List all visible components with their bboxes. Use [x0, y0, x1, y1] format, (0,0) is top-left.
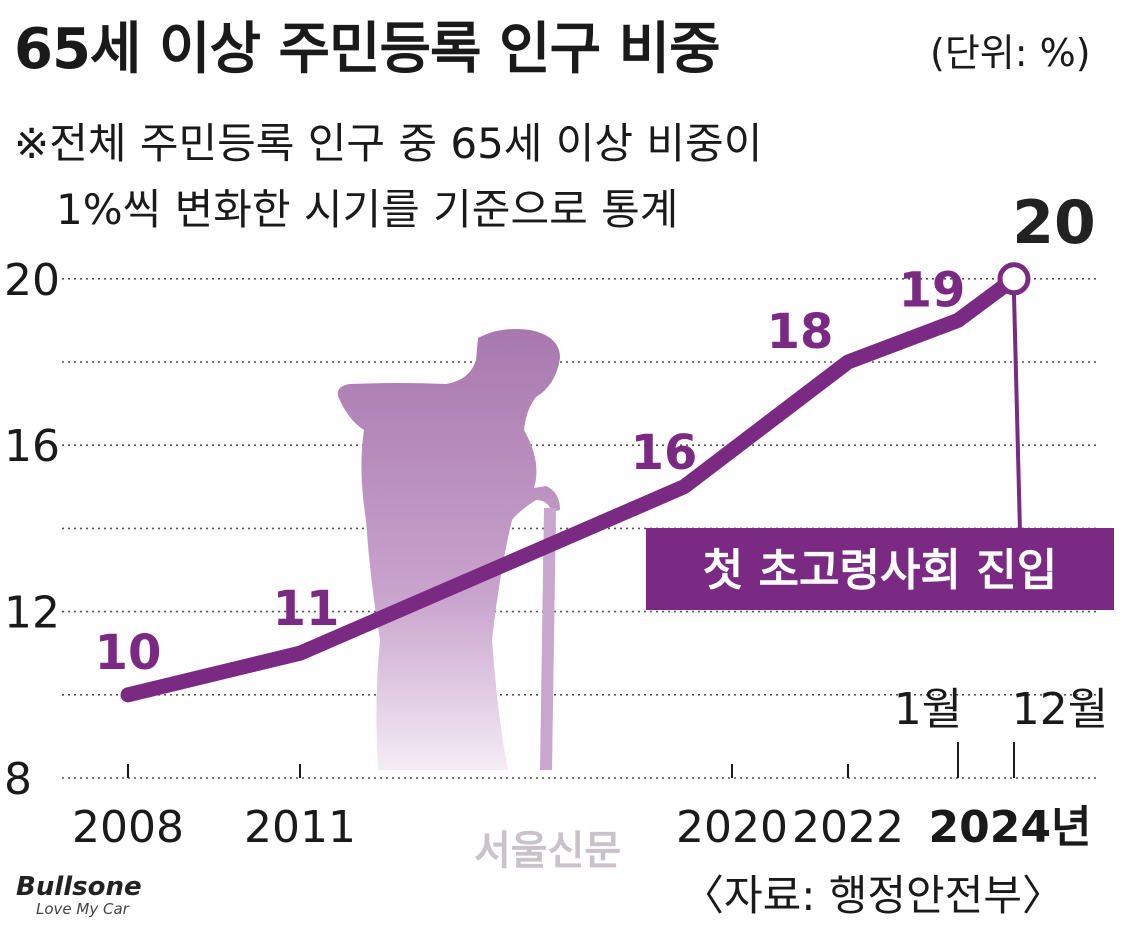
end-point-marker	[997, 262, 1031, 296]
page-title: 65세 이상 주민등록 인구 비중	[14, 17, 721, 82]
bullsone-logo: Bullsone Love My Car	[16, 872, 142, 918]
x-tick-label: 2024년	[929, 802, 1092, 853]
x-tick-label: 2020	[676, 802, 788, 853]
series-path	[120, 271, 1022, 703]
data-label: 20	[1012, 188, 1096, 258]
axes: 20 16 12 8 2008 2011 2020 2022 2024년 1월 12월	[4, 255, 1108, 853]
callout-connector	[1012, 294, 1022, 533]
callout-box	[646, 528, 1114, 610]
x-tick-label: 2022	[792, 802, 904, 853]
gridlines	[62, 277, 1100, 696]
y-tick-label: 12	[4, 588, 60, 639]
note-line-2: 1%씩 변화한 시기를 기준으로 통계	[56, 185, 679, 234]
data-label: 19	[899, 262, 966, 318]
source-label: 〈자료: 행정안전부〉	[682, 871, 1064, 920]
x-sub-label: 12월	[1012, 684, 1108, 735]
callout: 첫 초고령사회 진입	[646, 528, 1114, 610]
note-line-1: ※전체 주민등록 인구 중 65세 이상 비중이	[14, 119, 763, 168]
logo-name: Bullsone	[16, 872, 142, 902]
unit-label: (단위: %)	[930, 31, 1091, 75]
logo-tagline: Love My Car	[36, 900, 129, 918]
x-tick-label: 2008	[72, 802, 184, 853]
elderly-silhouette-icon	[337, 329, 560, 770]
data-label: 16	[631, 425, 698, 481]
y-tick-label: 8	[4, 754, 32, 805]
data-label: 11	[273, 581, 340, 637]
data-label: 10	[95, 625, 162, 681]
watermark: 서울신문	[474, 828, 622, 874]
series-line: 10 11 16 18 19 20	[95, 188, 1096, 703]
callout-text: 첫 초고령사회 진입	[703, 545, 1057, 596]
data-label: 18	[767, 304, 834, 360]
y-tick-label: 16	[4, 421, 60, 472]
y-tick-label: 20	[4, 255, 60, 306]
x-sub-label: 1월	[894, 684, 962, 735]
x-tick-label: 2011	[244, 802, 356, 853]
